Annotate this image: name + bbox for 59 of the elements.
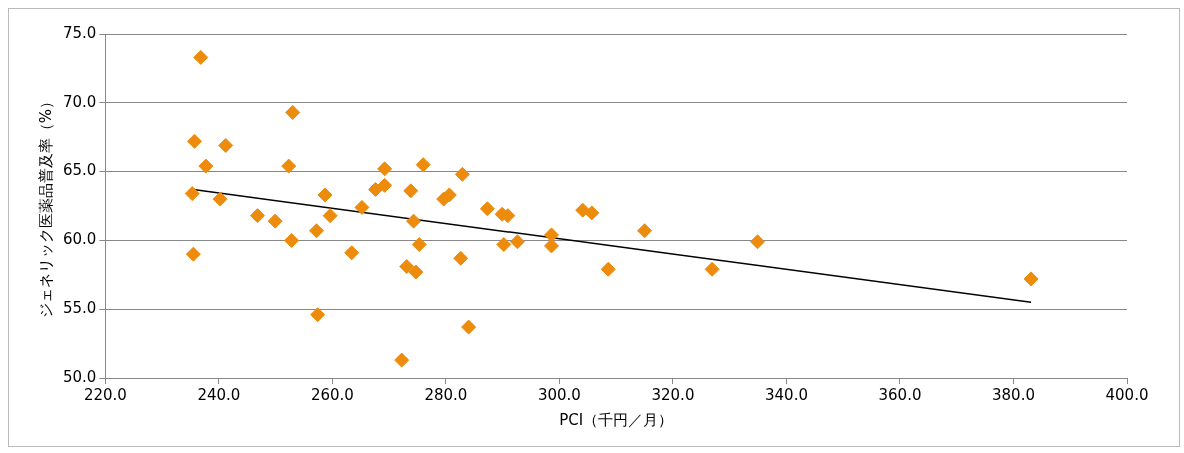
point — [411, 237, 427, 253]
point — [399, 259, 415, 275]
point — [317, 187, 333, 203]
point — [187, 133, 203, 149]
x-tick-label: 320.0 — [651, 385, 695, 404]
point — [344, 245, 360, 261]
y-tick-label: 60.0 — [62, 230, 97, 249]
point — [310, 307, 326, 323]
point — [408, 264, 424, 280]
x-tick-label: 380.0 — [992, 385, 1035, 404]
point — [479, 201, 495, 217]
point — [509, 234, 525, 250]
point — [284, 232, 300, 248]
x-tick-label: 260.0 — [310, 385, 354, 404]
point — [454, 166, 470, 182]
point — [584, 205, 600, 221]
point — [637, 223, 653, 239]
y-tick-label: 50.0 — [62, 367, 97, 386]
point — [453, 250, 469, 266]
point — [193, 49, 209, 65]
point — [406, 213, 422, 229]
point — [285, 104, 301, 120]
point — [184, 186, 200, 202]
x-tick-label: 300.0 — [537, 385, 581, 404]
point — [600, 261, 616, 277]
point — [1023, 271, 1039, 287]
point — [322, 208, 338, 224]
y-tick-label: 75.0 — [62, 23, 97, 42]
x-tick-label: 400.0 — [1105, 385, 1149, 404]
point — [461, 319, 477, 335]
point — [185, 246, 201, 262]
x-axis-title: PCI（千円／月） — [559, 410, 674, 429]
point — [281, 158, 297, 174]
y-tick-label: 70.0 — [62, 92, 97, 111]
x-tick-label: 220.0 — [83, 385, 127, 404]
x-tick-label: 360.0 — [878, 385, 922, 404]
point — [212, 191, 228, 207]
point — [704, 261, 720, 277]
point — [309, 223, 325, 239]
point — [198, 158, 214, 174]
point — [218, 137, 234, 153]
point — [415, 157, 431, 173]
point — [354, 199, 370, 215]
point — [267, 213, 283, 229]
y-axis-title: ジェネリック医薬品普及率（%） — [36, 93, 55, 319]
point — [394, 352, 410, 368]
y-tick-label: 65.0 — [62, 161, 97, 180]
point — [750, 234, 766, 250]
point — [377, 177, 393, 193]
x-tick-label: 240.0 — [197, 385, 241, 404]
x-tick-label: 340.0 — [764, 385, 808, 404]
y-tick-label: 55.0 — [62, 299, 97, 318]
point — [377, 161, 393, 177]
point — [496, 237, 512, 253]
x-tick-label: 280.0 — [424, 385, 468, 404]
point — [544, 227, 559, 243]
point — [403, 183, 419, 199]
point — [544, 238, 559, 254]
point — [250, 208, 265, 224]
